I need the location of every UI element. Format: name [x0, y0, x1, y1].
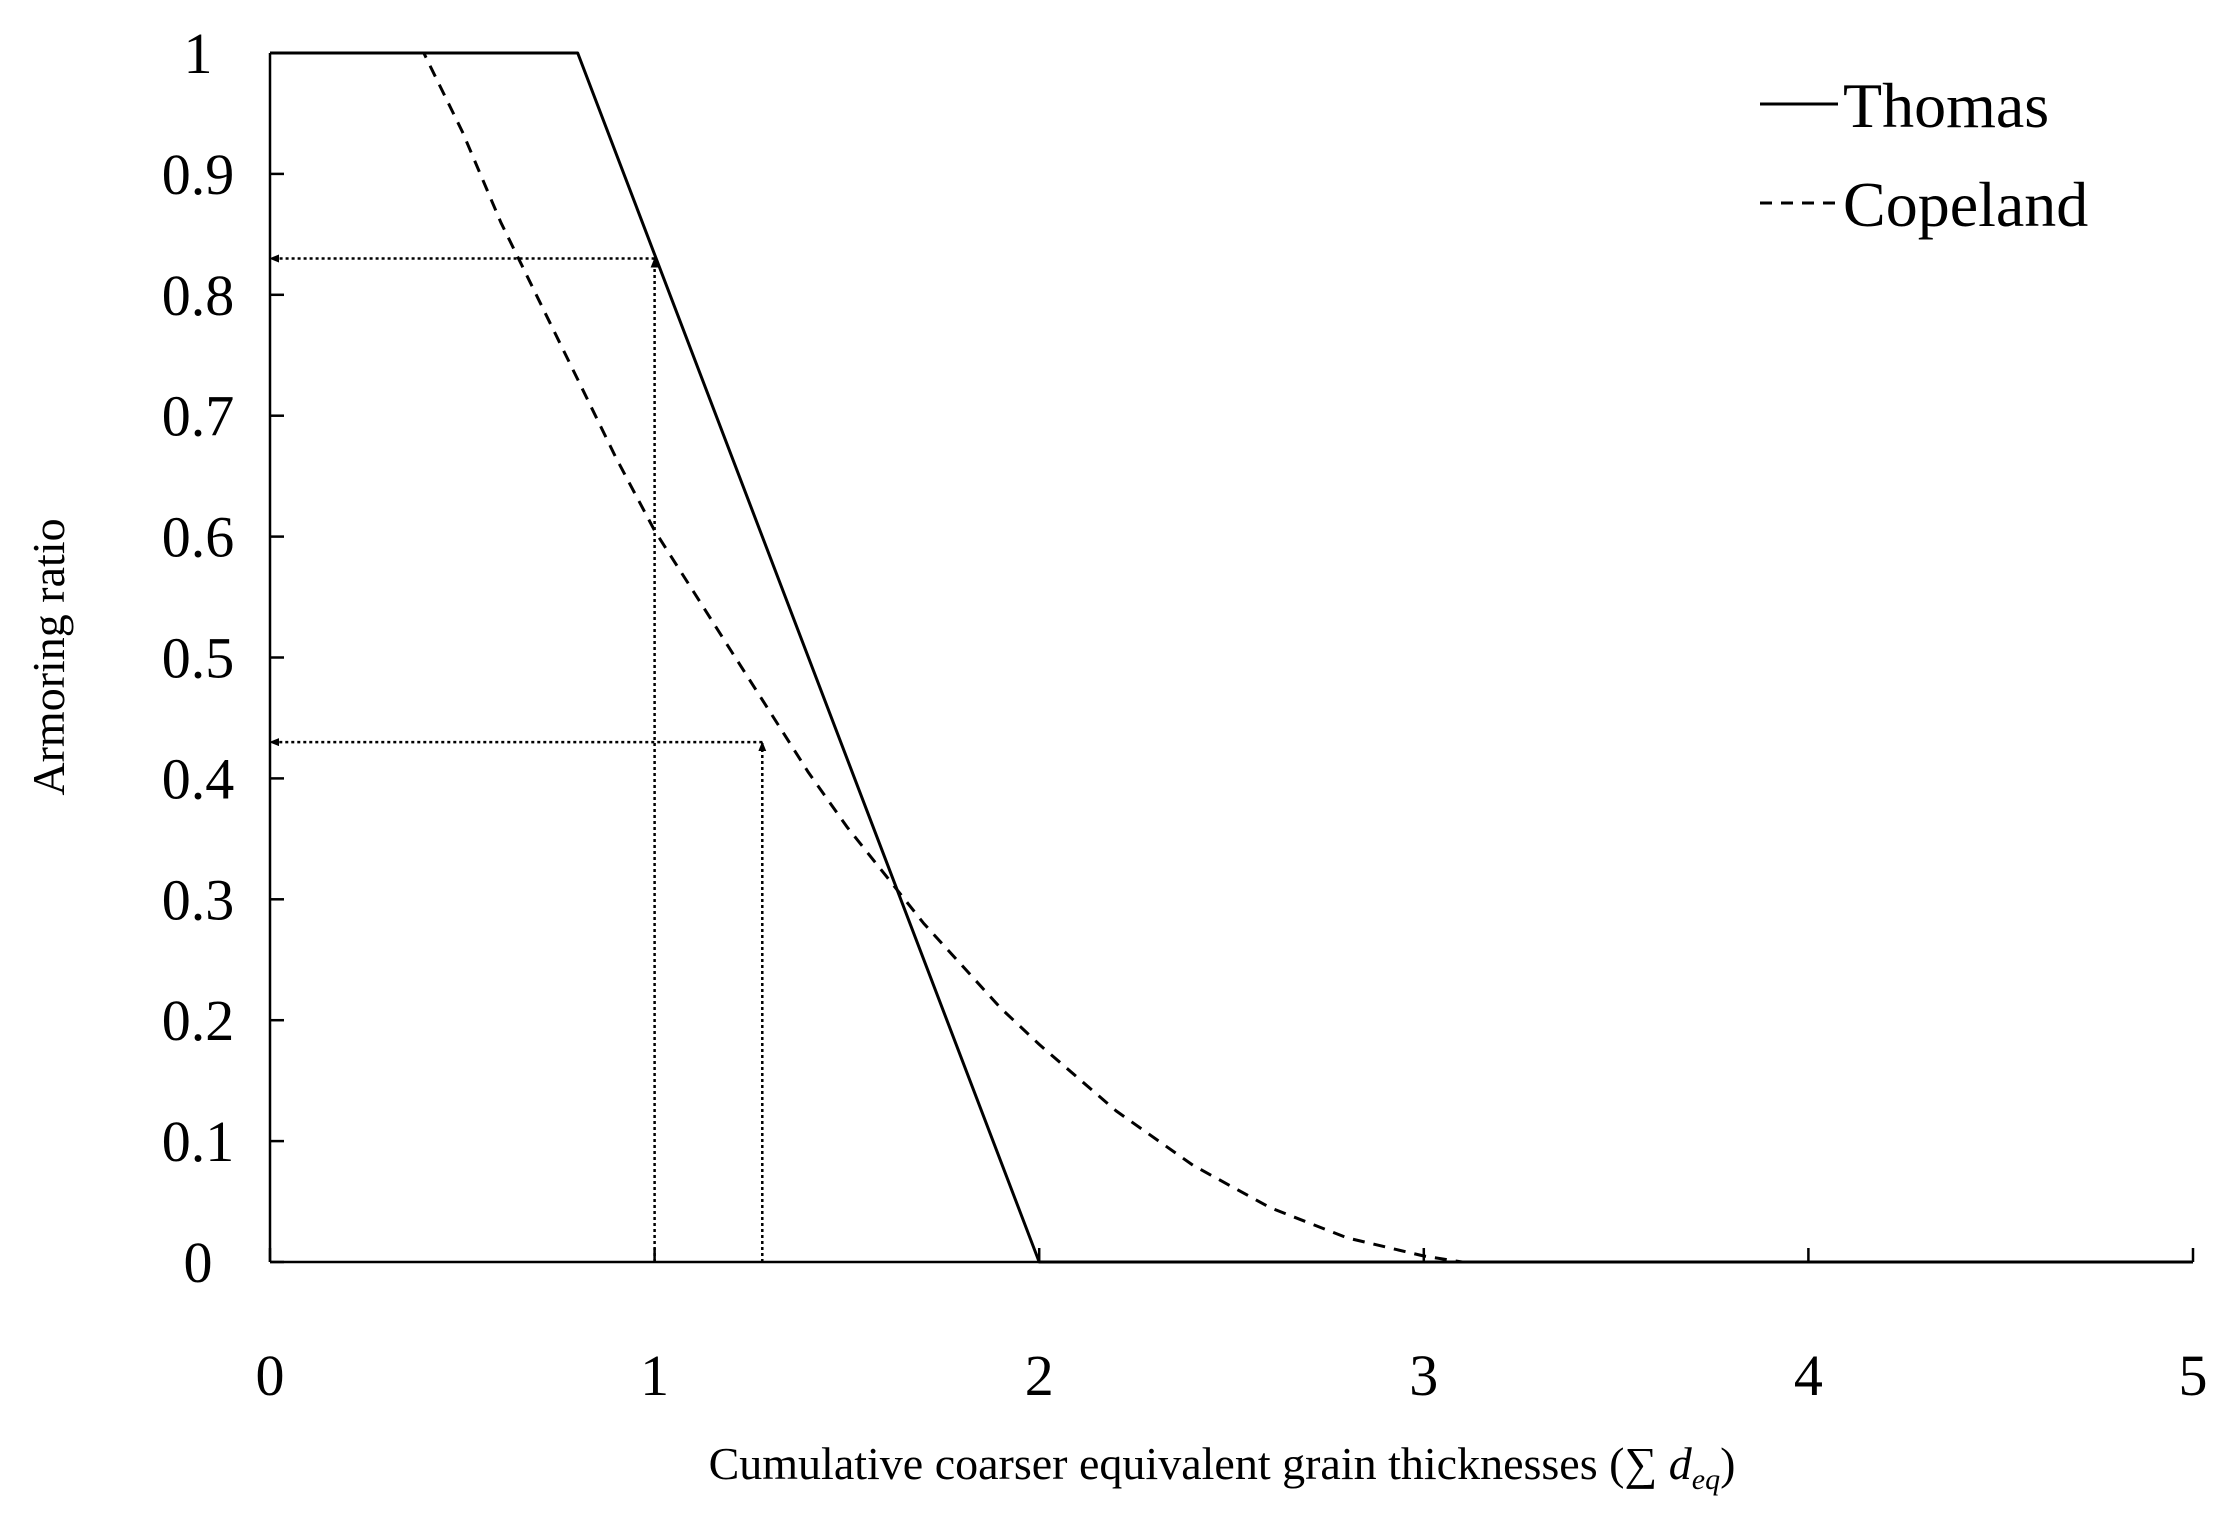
y-tick-label: 0.6 — [162, 505, 235, 570]
y-axis-title: Armoring ratio — [23, 518, 74, 795]
y-tick-label: 0.4 — [162, 746, 235, 811]
y-tick-label: 0.3 — [162, 867, 235, 932]
x-tick-label: 5 — [2179, 1343, 2208, 1408]
legend-label-copeland: Copeland — [1843, 169, 2088, 240]
legend: Thomas Copeland — [1760, 70, 2088, 240]
series-line-copeland — [270, 51, 1463, 1264]
y-tick-label: 0 — [184, 1230, 213, 1295]
y-tick-label: 1 — [184, 21, 213, 86]
x-tick-label: 2 — [1025, 1343, 1054, 1408]
legend-entry-copeland: Copeland — [1760, 169, 2088, 240]
y-tick-label: 0.8 — [162, 263, 235, 328]
x-tick-label: 1 — [640, 1343, 669, 1408]
x-axis-title: Cumulative coarser equivalent grain thic… — [709, 1438, 1736, 1496]
y-tick-label: 0.1 — [162, 1109, 235, 1174]
annotation-arrows — [269, 254, 767, 1262]
x-tick-label: 0 — [256, 1343, 285, 1408]
y-tick-label: 0.9 — [162, 142, 235, 207]
y-tick-label: 0.5 — [162, 626, 235, 691]
y-tick-label: 0.7 — [162, 384, 235, 449]
legend-entry-thomas: Thomas — [1760, 70, 2049, 141]
y-tick-label: 0.2 — [162, 988, 235, 1053]
legend-label-thomas: Thomas — [1843, 70, 2049, 141]
x-tick-label: 4 — [1794, 1343, 1823, 1408]
y-ticks: 0 0.1 0.2 0.3 0.4 0.5 0.6 0.7 0.8 0.9 1 — [162, 21, 284, 1295]
x-tick-label: 3 — [1409, 1343, 1438, 1408]
x-ticks: 0 1 2 3 4 5 — [256, 1248, 2208, 1408]
